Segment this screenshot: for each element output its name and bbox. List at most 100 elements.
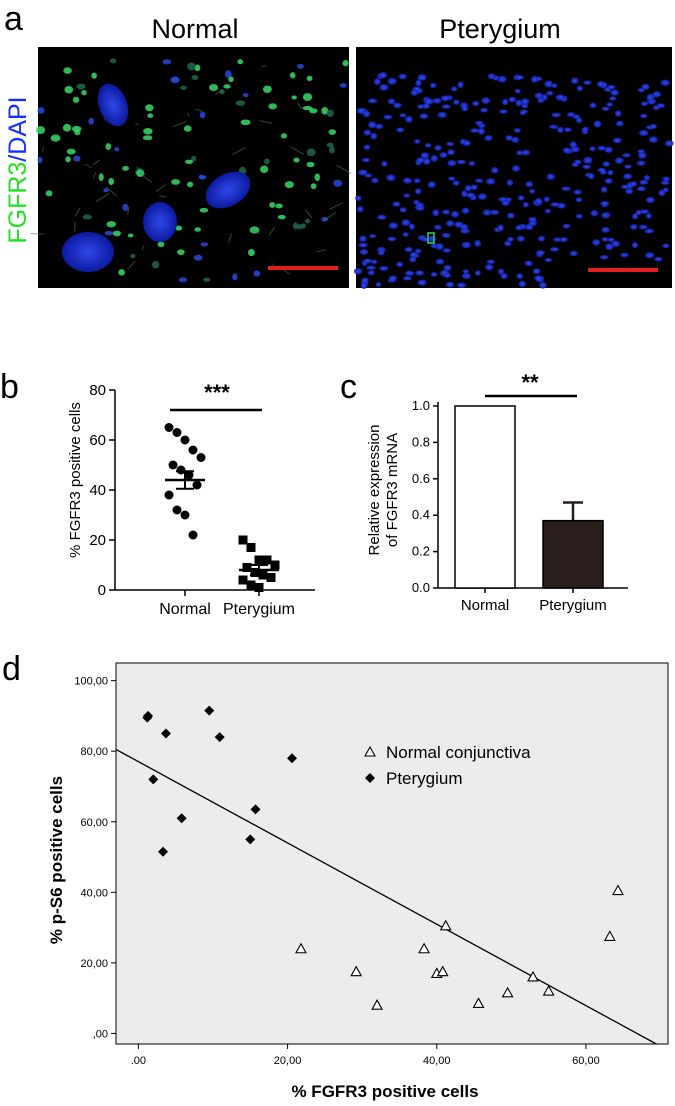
chart-b-ytick-label: 80: [89, 382, 106, 399]
chart-d-point-normal: [371, 999, 384, 1010]
chart-d-legend-marker-pterygium: [365, 773, 375, 783]
chart-d-xtick-label: .00: [131, 1055, 146, 1067]
chart-b-point-normal: [184, 470, 194, 480]
stain-label: FGFR3/DAPI: [4, 96, 32, 243]
chart-b-ylabel: % FGFR3 positive cells: [67, 402, 84, 558]
chart-b-point-normal: [172, 428, 182, 437]
chart-b-point-pterygium: [242, 563, 252, 572]
svg-text:FGFR3/DAPI: FGFR3/DAPI: [4, 96, 32, 243]
chart-d-point-pterygium: [157, 846, 168, 857]
chart-d-point-normal: [436, 965, 449, 977]
chart-b-ytick-label: 20: [89, 532, 106, 549]
chart-b-point-pterygium: [270, 560, 280, 570]
chart-c-bar: [454, 405, 516, 589]
chart-b-xtick-label: Pterygium: [223, 601, 295, 618]
chart-c-bar: [542, 519, 604, 589]
chart-b-significance: ***: [204, 380, 230, 405]
chart-b-point-normal: [164, 423, 174, 432]
chart-d-legend-label: Normal conjunctiva: [386, 743, 531, 762]
chart-d-ytick-label: 40,00: [80, 887, 108, 899]
chart-d-xtick-label: 40,00: [423, 1055, 451, 1067]
chart-b-point-pterygium: [266, 573, 276, 582]
chart-d-point-pterygium: [287, 753, 298, 764]
chart-c-ylabel-line1: Relative expression: [366, 425, 383, 556]
chart-d-point-normal: [439, 919, 452, 931]
micrograph-pterygium: [353, 47, 674, 289]
image-title-pterygium: Pterygium: [439, 14, 561, 44]
stain-label-blue: DAPI: [4, 96, 32, 154]
chart-c-ytick-label: 0.8: [412, 434, 430, 449]
chart-c: Relative expression of FGFR3 mRNA ** 0.0…: [366, 370, 628, 614]
chart-c-significance: **: [521, 370, 539, 395]
chart-b-point-normal: [180, 435, 190, 445]
chart-d-point-pterygium: [204, 705, 215, 716]
scale-bar-pterygium: [588, 268, 658, 272]
chart-b-point-normal: [196, 453, 206, 462]
chart-b-point-pterygium: [238, 535, 248, 545]
chart-b-point-pterygium: [254, 555, 264, 565]
chart-d-regression-line: [115, 748, 657, 1045]
chart-c-xtick-label: Normal: [461, 597, 509, 614]
chart-b-point-normal: [188, 445, 198, 455]
chart-d-point-normal: [603, 930, 616, 941]
chart-d-point-pterygium: [214, 732, 225, 743]
chart-b-point-normal: [192, 480, 202, 490]
chart-d-point-pterygium: [148, 774, 159, 785]
chart-d-ytick-label: 80,00: [80, 746, 108, 758]
chart-d-point-normal: [527, 970, 539, 982]
chart-b-point-pterygium: [238, 575, 248, 585]
chart-b-point-pterygium: [262, 555, 272, 565]
chart-d-point-normal: [350, 965, 363, 977]
chart-d-point-normal: [295, 942, 307, 954]
chart-b-point-pterygium: [246, 543, 256, 552]
chart-d-point-normal: [501, 986, 514, 998]
chart-c-ytick-label: 1.0: [412, 398, 430, 413]
panel-c-letter: c: [340, 368, 357, 406]
chart-d-xtick-label: 20,00: [274, 1055, 302, 1067]
micrograph-normal: [30, 47, 352, 288]
chart-d: % FGFR3 positive cells % p-S6 positive c…: [47, 662, 669, 1101]
stain-label-sep: /: [4, 155, 32, 162]
chart-b: % FGFR3 positive cells *** 0 20 40 60 80 Norm…: [67, 380, 315, 618]
chart-d-plot-area: [115, 662, 669, 1045]
panel-b-letter: b: [0, 368, 19, 406]
chart-d-point-pterygium: [143, 710, 154, 721]
image-title-normal: Normal: [151, 14, 238, 44]
chart-d-ytick-label: 20,00: [80, 958, 108, 970]
chart-d-legend-label: Pterygium: [386, 769, 463, 788]
chart-d-point-normal: [542, 984, 555, 996]
chart-b-ytick-label: 40: [89, 482, 106, 499]
chart-c-ytick-label: 0.2: [412, 544, 430, 559]
chart-b-ytick-label: 60: [89, 432, 106, 449]
chart-d-point-normal: [472, 997, 485, 1008]
chart-b-point-pterygium: [246, 580, 256, 590]
chart-c-ytick-label: 0.0: [412, 580, 430, 595]
scale-bar-normal: [268, 266, 338, 270]
chart-b-point-normal: [164, 490, 174, 500]
chart-d-point-pterygium: [245, 834, 256, 845]
chart-d-ytick-label: 100,00: [74, 676, 108, 688]
chart-c-ytick-label: 0.4: [412, 507, 430, 522]
stain-label-green: FGFR3: [4, 162, 32, 244]
chart-d-point-normal: [612, 884, 624, 896]
chart-d-ytick-label: ,00: [93, 1028, 108, 1040]
chart-b-point-pterygium: [250, 568, 260, 577]
chart-b-point-normal: [172, 505, 182, 515]
chart-d-point-normal: [418, 942, 431, 954]
chart-d-xlabel: % FGFR3 positive cells: [291, 1082, 478, 1101]
panel-a-letter: a: [4, 0, 23, 38]
chart-d-point-pterygium: [160, 728, 171, 739]
chart-b-xtick-label: Normal: [159, 601, 211, 618]
chart-b-point-pterygium: [254, 583, 264, 592]
chart-c-ylabel-line2: of FGFR3 mRNA: [384, 433, 401, 547]
chart-b-point-normal: [188, 530, 198, 540]
chart-b-point-normal: [168, 460, 178, 470]
chart-d-point-pterygium: [250, 804, 261, 815]
chart-d-xtick-label: 60,00: [572, 1055, 600, 1067]
chart-d-ytick-label: 60,00: [80, 817, 108, 829]
chart-b-point-normal: [180, 510, 190, 520]
chart-c-ytick-label: 0.6: [412, 471, 430, 486]
chart-b-ytick-label: 0: [98, 582, 106, 599]
chart-d-point-pterygium: [176, 813, 187, 824]
